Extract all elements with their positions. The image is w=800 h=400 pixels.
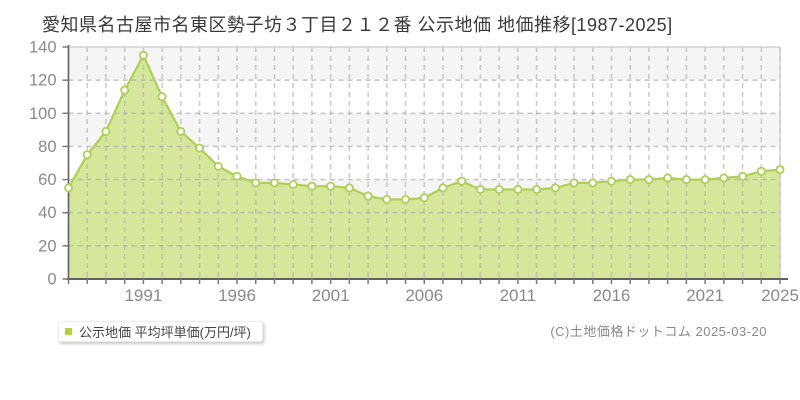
x-axis-tick-label: 2006 xyxy=(405,286,443,305)
data-point-1988 xyxy=(82,150,92,160)
data-point-1997 xyxy=(251,178,261,188)
data-point-2013 xyxy=(550,183,560,193)
legend-swatch-icon xyxy=(65,328,72,335)
data-point-1992 xyxy=(157,92,167,102)
data-point-1993 xyxy=(176,127,186,137)
data-point-2004 xyxy=(382,194,392,204)
data-point-1991 xyxy=(138,50,148,60)
data-point-1998 xyxy=(269,178,279,188)
copyright-text: (C)土地価格ドットコム 2025-03-20 xyxy=(550,324,767,339)
data-point-2011 xyxy=(513,184,523,194)
x-axis-tick-label: 1991 xyxy=(124,286,162,305)
data-point-1995 xyxy=(213,161,223,171)
data-point-2021 xyxy=(700,175,710,185)
y-axis-tick-label: 140 xyxy=(29,39,57,57)
data-point-2001 xyxy=(326,181,336,191)
data-point-1990 xyxy=(120,85,130,95)
data-point-1999 xyxy=(288,179,298,189)
data-point-2022 xyxy=(719,173,729,183)
data-point-2014 xyxy=(569,178,579,188)
data-point-2019 xyxy=(663,173,673,183)
x-axis-tick-label: 1996 xyxy=(218,286,256,305)
data-point-2008 xyxy=(457,176,467,186)
data-point-2009 xyxy=(475,184,485,194)
x-axis-tick-label: 2001 xyxy=(312,286,350,305)
data-point-2015 xyxy=(588,178,598,188)
y-axis-tick-label: 20 xyxy=(38,237,56,255)
x-axis-tick-label: 2016 xyxy=(593,286,631,305)
land-price-trend-chart: 0 20 40 60 80 100 120 140 1991 1996 2001 2006 2011 20… xyxy=(29,39,799,306)
data-point-2017 xyxy=(625,175,635,185)
data-point-2016 xyxy=(607,176,617,186)
y-axis-tick-label: 60 xyxy=(38,171,56,189)
y-axis-tick-label: 100 xyxy=(29,105,57,123)
data-point-1989 xyxy=(101,127,111,137)
data-point-1996 xyxy=(232,171,242,181)
data-point-2024 xyxy=(756,166,766,176)
data-point-2006 xyxy=(419,193,429,203)
chart-title: 愛知県名古屋市名東区勢子坊３丁目２１２番 公示地価 地価推移[1987-2025… xyxy=(42,15,673,35)
area-fill xyxy=(68,55,780,279)
data-point-2025 xyxy=(775,165,785,175)
y-axis-tick-label: 40 xyxy=(38,204,56,222)
legend: 公示地価 平均坪単価(万円/坪) xyxy=(58,321,263,342)
data-point-1987 xyxy=(64,183,74,193)
data-point-1994 xyxy=(195,143,205,153)
x-axis-tick-label: 2025 xyxy=(761,286,799,305)
x-axis-tick-label: 2011 xyxy=(500,286,537,305)
y-axis-tick-label: 120 xyxy=(29,72,57,90)
data-point-2000 xyxy=(307,181,317,191)
data-point-2010 xyxy=(494,184,504,194)
legend-label: 公示地価 平均坪単価(万円/坪) xyxy=(79,325,251,340)
data-point-2023 xyxy=(738,171,748,181)
data-point-2012 xyxy=(532,184,542,194)
data-point-2018 xyxy=(644,175,654,185)
x-axis-tick-label: 2021 xyxy=(686,286,724,305)
y-axis-tick-label: 0 xyxy=(47,271,56,289)
data-point-2005 xyxy=(400,194,410,204)
y-axis-tick-label: 80 xyxy=(38,138,56,156)
data-point-2003 xyxy=(363,191,373,201)
data-point-2002 xyxy=(344,183,354,193)
data-point-2007 xyxy=(438,183,448,193)
data-point-2020 xyxy=(681,175,691,185)
